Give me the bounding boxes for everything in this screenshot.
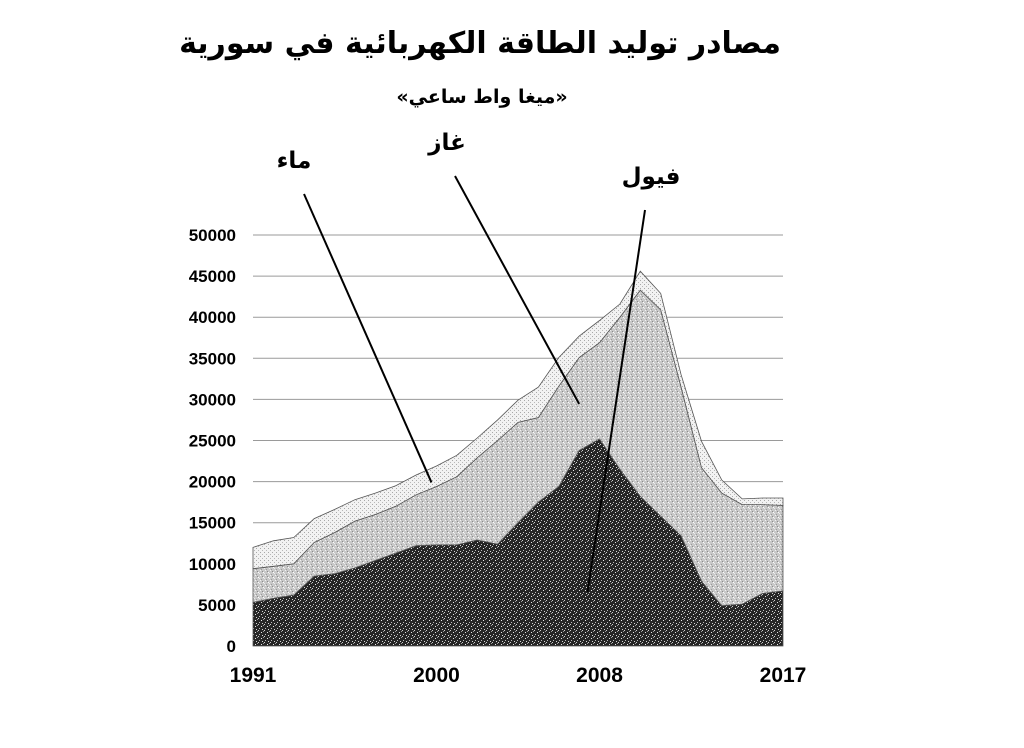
area-layer	[252, 270, 784, 647]
y-tick-label: 5000	[198, 596, 236, 615]
y-tick-label: 0	[227, 637, 236, 656]
x-tick-label: 1991	[230, 664, 277, 687]
area-series-2	[252, 270, 784, 570]
annotation-label: ماء	[277, 148, 312, 174]
annotation-leader	[454, 175, 581, 405]
y-axis-ticks: 0 5000 10000 15000 20000 25000 30000 35000 40000…	[189, 226, 236, 656]
y-tick-label: 40000	[189, 308, 236, 327]
annotation-label: فيول	[622, 164, 681, 190]
y-tick-label: 35000	[189, 349, 236, 368]
annotation-layer: ماء غاز فيول	[277, 130, 681, 592]
chart-subtitle: «ميغا واط ساعي»	[396, 86, 567, 108]
y-tick-label: 10000	[189, 555, 236, 574]
y-tick-label: 50000	[189, 226, 236, 245]
y-tick-label: 25000	[189, 432, 236, 451]
y-tick-label: 15000	[189, 514, 236, 533]
y-tick-label: 30000	[189, 390, 236, 409]
x-axis-ticks: 1991 2000 2008 2017	[230, 664, 807, 687]
x-tick-label: 2008	[576, 664, 623, 687]
x-tick-label: 2000	[413, 664, 460, 687]
y-tick-label: 45000	[189, 267, 236, 286]
annotation-label: غاز	[427, 130, 466, 156]
annotation-leader	[586, 209, 646, 592]
annotation-leader	[303, 193, 433, 483]
y-tick-label: 20000	[189, 473, 236, 492]
chart-title: مصادر توليد الطاقة الكهربائية في سورية	[179, 26, 781, 61]
x-tick-label: 2017	[760, 664, 807, 687]
